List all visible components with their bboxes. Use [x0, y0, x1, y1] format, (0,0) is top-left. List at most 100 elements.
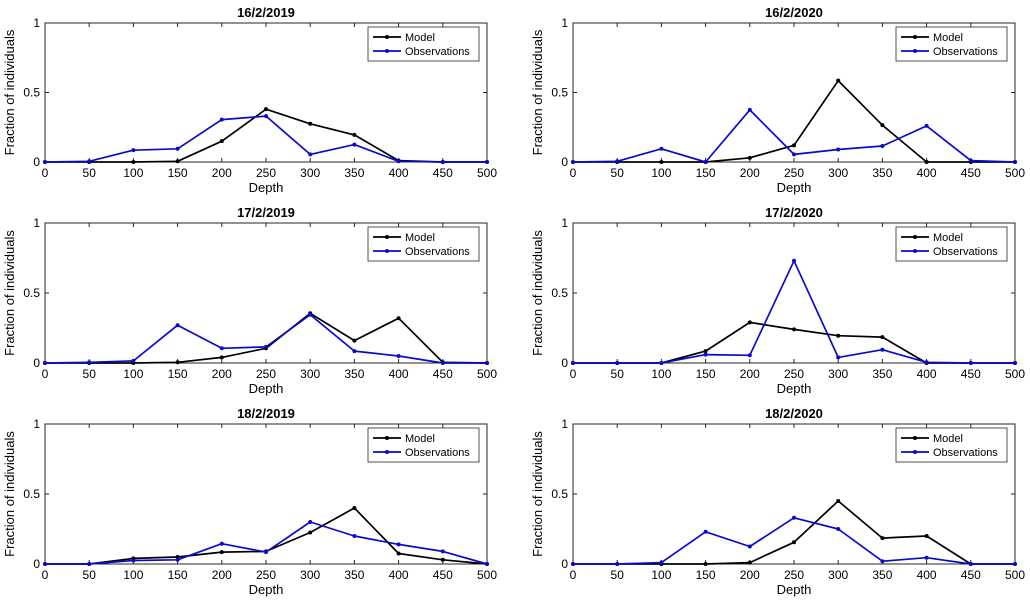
data-point-model	[703, 562, 708, 566]
data-point-model	[924, 534, 929, 538]
x-tick-label: 300	[828, 166, 848, 180]
series-line-model	[45, 507, 488, 565]
data-point-model	[703, 349, 708, 354]
chart-panel-0: 16/2/2019 0 50 100 150 200 250 300 350 400 450 500 0…	[2, 5, 497, 195]
data-point-observations	[1013, 562, 1017, 566]
x-tick-label: 400	[389, 367, 409, 381]
x-tick-label: 500	[477, 367, 497, 381]
x-axis-label: Depth	[249, 381, 284, 396]
data-point-observations	[615, 361, 620, 365]
data-point-observations	[440, 160, 445, 164]
data-point-observations	[87, 360, 92, 365]
y-tick-label: 0	[561, 356, 568, 370]
data-point-model	[792, 143, 796, 148]
legend-box	[367, 26, 480, 62]
legend-label: Observations	[933, 46, 998, 58]
x-tick-label: 100	[651, 568, 671, 582]
data-point-observations	[968, 158, 973, 163]
x-tick-label: 450	[433, 367, 453, 381]
x-tick-label: 0	[570, 367, 577, 381]
x-tick-label: 250	[256, 568, 276, 582]
data-point-observations	[571, 562, 575, 566]
x-tick-label: 300	[300, 367, 320, 381]
x-tick-label: 200	[212, 166, 232, 180]
data-point-observations	[175, 557, 180, 562]
legend-marker	[385, 249, 389, 253]
series-line-model	[573, 79, 1015, 163]
data-point-observations	[308, 312, 313, 317]
data-point-model	[880, 123, 885, 128]
x-tick-label: 250	[784, 568, 804, 582]
data-point-observations	[43, 562, 47, 566]
x-tick-label: 450	[433, 568, 453, 582]
data-point-model	[747, 560, 752, 565]
data-point-model	[836, 333, 841, 338]
data-point-model	[264, 107, 268, 112]
data-point-observations	[264, 114, 268, 119]
x-tick-label: 400	[389, 166, 409, 180]
x-tick-label: 100	[123, 568, 143, 582]
legend-box	[895, 226, 1008, 262]
data-point-observations	[703, 352, 708, 357]
y-tick-label: 0.5	[551, 286, 568, 300]
data-point-model	[836, 499, 841, 503]
data-point-model	[131, 160, 136, 164]
legend-marker	[913, 49, 917, 53]
legend-label: Model	[933, 433, 963, 445]
x-tick-label: 50	[611, 367, 625, 381]
y-tick-label: 0	[561, 557, 568, 571]
data-point-model	[880, 335, 885, 340]
data-point-observations	[659, 560, 664, 565]
x-tick-label: 350	[872, 367, 892, 381]
legend-marker	[913, 436, 917, 440]
x-tick-label: 500	[1005, 568, 1025, 582]
x-tick-label: 150	[168, 367, 188, 381]
series-line-observations	[573, 259, 1015, 364]
x-tick-label: 50	[611, 568, 625, 582]
legend-box	[367, 226, 480, 262]
y-tick-label: 1	[33, 216, 40, 230]
data-point-model	[352, 506, 357, 510]
data-point-model	[659, 160, 664, 164]
x-tick-label: 200	[740, 367, 760, 381]
series-line-observations	[44, 115, 487, 163]
legend-label: Model	[405, 232, 435, 244]
y-axis-label: Fraction of individuals	[530, 230, 545, 356]
x-tick-label: 400	[917, 568, 937, 582]
data-point-observations	[703, 160, 708, 164]
x-tick-label: 150	[696, 568, 716, 582]
data-point-model	[219, 550, 224, 555]
x-tick-label: 150	[696, 166, 716, 180]
x-tick-label: 400	[917, 166, 937, 180]
chart-panel-2: 17/2/2019 0 50 100 150 200 250 300 350 400 450 500 0…	[2, 205, 497, 396]
x-tick-label: 50	[83, 367, 97, 381]
data-point-observations	[219, 117, 224, 122]
legend-label: Model	[405, 32, 435, 44]
data-point-observations	[352, 142, 357, 147]
x-tick-label: 350	[872, 166, 892, 180]
x-tick-label: 0	[42, 166, 49, 180]
x-tick-label: 50	[83, 568, 97, 582]
x-tick-label: 300	[300, 166, 320, 180]
data-point-observations	[485, 160, 489, 164]
x-axis-label: Depth	[777, 381, 812, 396]
data-point-observations	[1013, 160, 1017, 164]
x-tick-label: 350	[344, 367, 364, 381]
x-tick-label: 100	[651, 367, 671, 381]
y-tick-label: 0	[33, 155, 40, 169]
data-point-observations	[880, 144, 885, 149]
x-tick-label: 500	[477, 568, 497, 582]
data-point-observations	[792, 258, 796, 263]
data-point-observations	[571, 361, 575, 365]
y-tick-label: 0.5	[23, 487, 40, 501]
chart-panel-5: 18/2/2020 0 50 100 150 200 250 300 350 400 450 500 0…	[530, 406, 1025, 597]
legend-label: Observations	[933, 246, 998, 258]
x-tick-label: 200	[212, 367, 232, 381]
data-point-observations	[352, 534, 357, 538]
legend-box	[895, 26, 1008, 62]
x-tick-label: 450	[961, 166, 981, 180]
data-point-observations	[792, 515, 796, 520]
data-point-model	[219, 355, 224, 360]
data-point-observations	[659, 146, 664, 151]
